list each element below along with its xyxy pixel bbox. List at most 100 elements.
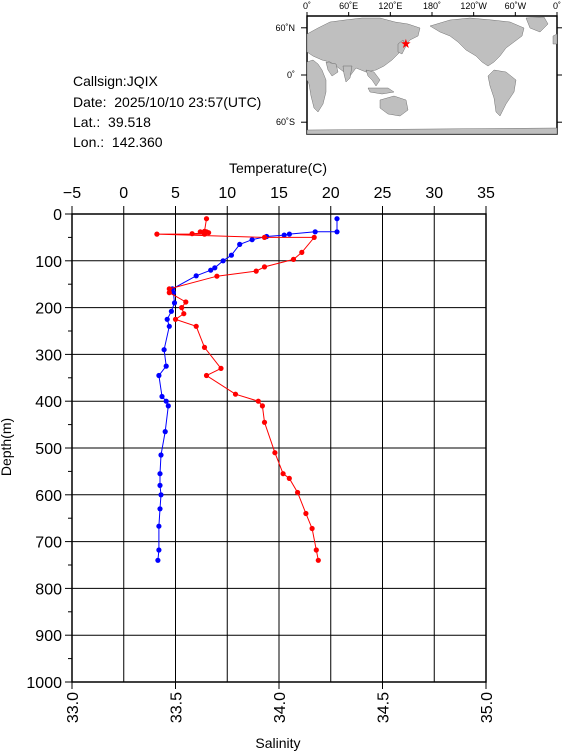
land-indonesia <box>367 87 395 95</box>
salinity-point <box>253 268 259 274</box>
depth-tick-label: 300 <box>35 347 62 364</box>
date-label: Date: <box>73 94 107 110</box>
land-africa <box>306 59 327 113</box>
temperature-point <box>161 347 167 353</box>
callsign-value: JQIX <box>126 73 158 89</box>
salinity-point <box>313 547 319 553</box>
land-antarctica <box>306 127 558 135</box>
temperature-tick-label: 5 <box>171 185 180 202</box>
temperature-point <box>164 316 170 322</box>
depth-tick-label: 0 <box>53 207 62 224</box>
salinity-point <box>218 365 224 371</box>
salinity-tick-label: 35.0 <box>479 692 496 723</box>
salinity-point <box>193 323 199 329</box>
temperature-tick-label: 20 <box>322 185 340 202</box>
salinity-tick-label: 33.0 <box>65 692 82 723</box>
temperature-tick-label: 30 <box>425 185 443 202</box>
land-eurasia <box>306 17 421 77</box>
temperature-point <box>156 547 162 553</box>
depth-tick-label: 500 <box>35 441 62 458</box>
map-lon-tick: 60˚W <box>505 1 527 11</box>
temperature-point <box>155 557 161 563</box>
salinity-point <box>183 299 189 305</box>
salinity-point <box>197 229 203 235</box>
temperature-point <box>158 492 164 498</box>
land-greenland <box>525 16 549 33</box>
temperature-point <box>249 237 255 243</box>
salinity-point <box>189 231 195 237</box>
temperature-point <box>157 482 163 488</box>
station-marker <box>401 38 411 48</box>
temperature-point <box>171 300 178 306</box>
map-lat-tick: 0˚ <box>287 70 295 80</box>
salinity-point <box>201 231 208 237</box>
temperature-point <box>165 403 171 409</box>
depth-axis-label: Depth(m) <box>0 418 14 476</box>
salinity-line <box>156 218 319 561</box>
salinity-point <box>166 290 172 296</box>
salinity-point <box>261 234 268 240</box>
map-lon-tick: 0˚ <box>553 1 561 11</box>
map-lon-tick: 120˚W <box>460 1 487 11</box>
salinity-point <box>232 391 239 397</box>
temperature-point <box>281 232 287 238</box>
salinity-tick-label: 34.5 <box>376 692 393 723</box>
temperature-point <box>212 265 218 271</box>
land-australia <box>379 95 409 117</box>
land-north-america <box>429 17 525 67</box>
depth-tick-label: 100 <box>35 254 62 271</box>
salinity-point <box>201 344 208 350</box>
depth-tick-label: 400 <box>35 394 62 411</box>
temperature-point <box>334 216 340 222</box>
lat-label: Lat.: <box>73 114 101 130</box>
salinity-point <box>261 264 268 270</box>
lon-value: 142.360 <box>111 134 163 150</box>
plot-frame <box>71 213 487 683</box>
land-india <box>342 65 353 83</box>
temperature-point <box>156 372 162 379</box>
temperature-tick-label: −5 <box>63 185 81 202</box>
depth-tick-label: 700 <box>35 535 62 552</box>
salinity-point <box>290 256 297 262</box>
temperature-point <box>312 229 318 235</box>
salinity-point <box>261 419 268 425</box>
salinity-point <box>179 305 185 311</box>
temperature-tick-label: 25 <box>374 185 392 202</box>
temperature-point <box>157 471 163 477</box>
map-land <box>306 16 558 135</box>
temperature-point <box>228 252 234 258</box>
depth-tick-label: 1000 <box>26 675 62 692</box>
land-uk <box>552 33 558 45</box>
depth-tick-label: 200 <box>35 301 62 318</box>
chart-series <box>154 216 340 563</box>
salinity-point <box>181 311 187 317</box>
salinity-point <box>286 475 292 481</box>
temperature-point <box>237 241 243 247</box>
temperature-point <box>334 229 340 235</box>
map-lon-tick: 180˚ <box>423 1 441 11</box>
temperature-point <box>159 393 165 400</box>
salinity-point <box>309 525 315 532</box>
chart-grid <box>71 213 487 683</box>
temperature-axis-label: Temperature(C) <box>229 160 327 176</box>
salinity-point <box>203 372 210 379</box>
temperature-point <box>220 258 226 264</box>
land-seasia <box>365 69 381 87</box>
salinity-point <box>255 398 261 404</box>
salinity-tick-label: 33.5 <box>169 692 186 723</box>
map-lon-tick: 60˚E <box>339 1 358 11</box>
salinity-point <box>172 316 179 322</box>
depth-tick-label: 600 <box>35 488 62 505</box>
land-arabia <box>325 61 339 77</box>
temperature-point <box>158 452 164 458</box>
temperature-point <box>166 323 172 329</box>
salinity-point <box>311 234 317 240</box>
lon-label: Lon.: <box>73 134 105 150</box>
temperature-point <box>208 267 214 273</box>
temperature-point <box>163 363 169 369</box>
salinity-point <box>206 230 212 236</box>
salinity-point <box>166 286 172 292</box>
chart-axes: −5 0 5 10 15 20 25 30 35010020030040050060070080… <box>26 185 496 723</box>
